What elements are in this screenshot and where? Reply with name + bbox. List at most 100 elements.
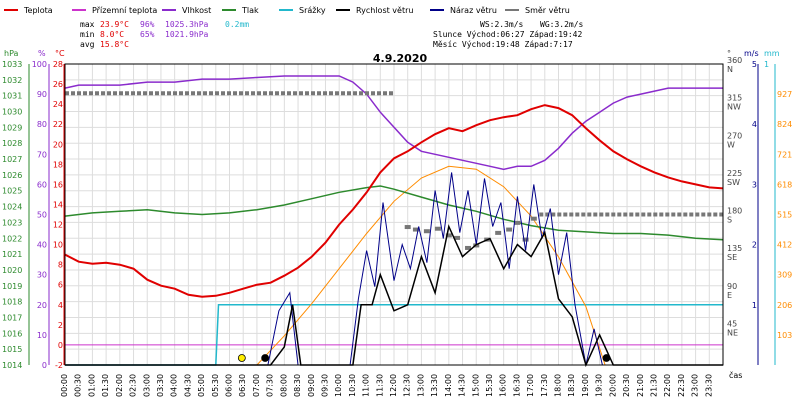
x-tick: 16:00 — [499, 374, 508, 397]
stat-humidity: 96% — [140, 20, 155, 29]
direction-tick: 315 — [727, 94, 742, 103]
x-tick: 02:00 — [115, 374, 124, 397]
x-tick: 10:00 — [334, 374, 343, 397]
direction-label: NE — [727, 328, 738, 337]
sun-rise-marker — [237, 354, 246, 362]
direction-tick: 270 — [727, 131, 742, 140]
x-tick: 01:00 — [87, 374, 96, 397]
celsius-tick: 0 — [58, 341, 63, 350]
rain-unit: mm — [764, 49, 780, 58]
direction-label: SE — [727, 253, 737, 262]
celsius-tick: 22 — [53, 120, 63, 129]
x-tick: 17:00 — [526, 374, 535, 397]
solar-tick: 206 — [777, 301, 792, 310]
x-tick: 16:30 — [512, 374, 521, 397]
x-tick: 13:00 — [416, 374, 425, 397]
moon-set-marker — [261, 354, 270, 362]
legend-label: Tlak — [241, 6, 259, 15]
direction-label: SW — [727, 178, 740, 187]
celsius-tick: 24 — [53, 100, 63, 109]
celsius-tick: 14 — [53, 200, 63, 209]
hpa-tick: 1031 — [2, 92, 22, 101]
x-tick: 21:30 — [649, 374, 658, 397]
celsius-tick: 12 — [53, 221, 63, 230]
direction-tick: 135 — [727, 244, 742, 253]
solar-tick: 618 — [777, 180, 792, 189]
x-tick: 04:00 — [170, 374, 179, 397]
x-tick: 03:30 — [156, 374, 165, 397]
percent-tick: 20 — [37, 301, 47, 310]
hpa-tick: 1029 — [2, 123, 22, 132]
hpa-tick: 1027 — [2, 155, 22, 164]
plot-frame — [64, 63, 724, 366]
x-tick: 05:00 — [197, 374, 206, 397]
legend-label: Náraz větru — [450, 6, 497, 15]
x-tick: 00:30 — [74, 374, 83, 397]
hpa-tick: 1020 — [2, 266, 22, 275]
solar-tick: 721 — [777, 150, 792, 159]
x-tick: 14:30 — [458, 374, 467, 397]
wind-tick: 4 — [752, 120, 757, 129]
x-tick: 15:00 — [471, 374, 480, 397]
stat-humidity: 65% — [140, 30, 155, 39]
legend-label: Směr větru — [525, 6, 570, 15]
percent-tick: 10 — [37, 331, 47, 340]
hpa-tick: 1018 — [2, 298, 22, 307]
series-layer — [64, 75, 724, 368]
x-tick: 08:30 — [293, 374, 302, 397]
hpa-tick: 1026 — [2, 171, 22, 180]
wind-top-tick: 5 — [752, 60, 757, 69]
percent-tick: 70 — [37, 150, 47, 159]
wind-gust-info: WG:3.2m/s — [540, 20, 584, 29]
celsius-unit: °C — [55, 49, 65, 58]
percent-tick: 0 — [42, 361, 47, 370]
x-tick: 20:30 — [622, 374, 631, 397]
celsius-tick: 18 — [53, 160, 63, 169]
wind-gust-series — [65, 172, 723, 366]
stat-temp: 15.8°C — [100, 40, 129, 49]
direction-tick: 90 — [727, 282, 737, 291]
stat-pressure: 1025.3hPa — [165, 20, 209, 29]
hpa-tick: 1014 — [2, 361, 22, 370]
x-tick: 22:00 — [663, 374, 672, 397]
celsius-tick: 16 — [53, 180, 63, 189]
x-tick: 17:30 — [540, 374, 549, 397]
x-tick: 23:30 — [704, 374, 713, 397]
hpa-tick: 1028 — [2, 139, 22, 148]
hpa-tick: 1024 — [2, 203, 22, 212]
stat-label: max — [80, 20, 95, 29]
x-tick: 05:30 — [211, 374, 220, 397]
direction-tick: 225 — [727, 169, 742, 178]
wind-direction-point — [506, 227, 513, 232]
stat-pressure: 1021.9hPa — [165, 30, 209, 39]
wind-direction-point — [412, 227, 419, 232]
x-tick: 18:00 — [554, 374, 563, 397]
hpa-tick: 1021 — [2, 250, 22, 259]
x-tick: 08:00 — [279, 374, 288, 397]
x-tick: 11:30 — [375, 374, 384, 397]
right-axes: ° m/s mm45NE90E135SE180S225SW270W315NW360N… — [727, 49, 792, 365]
rain-top-tick: 1 — [764, 60, 769, 69]
hpa-tick: 1023 — [2, 218, 22, 227]
wind-direction-point — [454, 235, 461, 240]
hpa-tick: 1016 — [2, 329, 22, 338]
x-tick: 07:00 — [252, 374, 261, 397]
solar-tick: 309 — [777, 271, 792, 280]
wind-speed-info: WS:2.3m/s — [480, 20, 524, 29]
hpa-tick: 1019 — [2, 282, 22, 291]
legend-label: Rychlost větru — [356, 6, 413, 15]
x-tick: 06:00 — [225, 374, 234, 397]
x-tick: 23:00 — [691, 374, 700, 397]
solar-tick: 103 — [777, 331, 792, 340]
x-axis: 00:00 00:30 01:00 01:30 02:00 02:30 03:00 03:30… — [60, 370, 742, 397]
percent-tick: 50 — [37, 211, 47, 220]
direction-label: NW — [727, 103, 741, 112]
wind-direction-point — [514, 220, 521, 225]
hpa-unit: hPa — [4, 49, 19, 58]
direction-tick: 180 — [727, 207, 742, 216]
direction-tick: 45 — [727, 319, 737, 328]
solar-series — [256, 165, 606, 366]
stat-temp: 8.0°C — [100, 30, 124, 39]
celsius-tick: 26 — [53, 80, 63, 89]
x-tick: 06:30 — [238, 374, 247, 397]
